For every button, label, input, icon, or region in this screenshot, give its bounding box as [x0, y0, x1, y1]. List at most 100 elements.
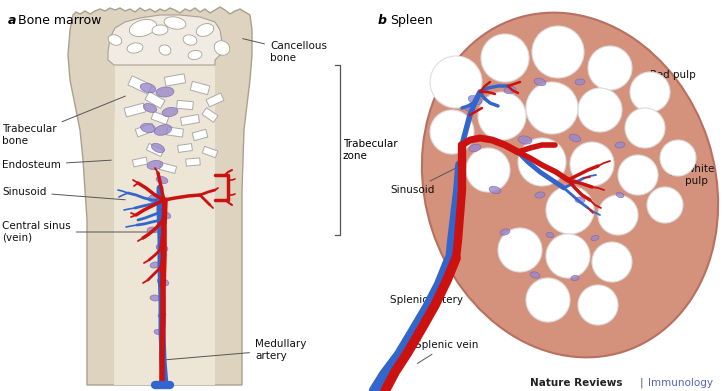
Polygon shape	[160, 163, 177, 174]
Text: Sinusoid: Sinusoid	[390, 166, 460, 195]
Ellipse shape	[159, 45, 171, 55]
Ellipse shape	[571, 276, 579, 280]
Text: Nature Reviews: Nature Reviews	[530, 378, 623, 388]
Circle shape	[481, 34, 529, 82]
Text: Cancellous
bone: Cancellous bone	[243, 39, 327, 63]
Ellipse shape	[144, 104, 157, 113]
Circle shape	[430, 56, 482, 108]
Circle shape	[647, 187, 683, 223]
Polygon shape	[167, 127, 183, 137]
Ellipse shape	[569, 134, 581, 142]
Ellipse shape	[504, 86, 516, 93]
Polygon shape	[151, 111, 169, 124]
Polygon shape	[190, 81, 210, 95]
Ellipse shape	[156, 244, 168, 252]
Polygon shape	[202, 108, 218, 122]
Text: White
pulp: White pulp	[671, 164, 716, 186]
Circle shape	[466, 148, 510, 192]
Circle shape	[598, 195, 638, 235]
Text: Bone marrow: Bone marrow	[18, 14, 102, 27]
Polygon shape	[146, 143, 164, 156]
Polygon shape	[124, 103, 146, 117]
Ellipse shape	[157, 278, 169, 286]
Circle shape	[660, 140, 696, 176]
Text: Medullary
artery: Medullary artery	[166, 339, 307, 361]
Ellipse shape	[188, 50, 202, 59]
Ellipse shape	[148, 194, 162, 202]
Circle shape	[570, 142, 614, 186]
Ellipse shape	[158, 312, 166, 317]
Circle shape	[578, 88, 622, 132]
Circle shape	[578, 285, 618, 325]
Ellipse shape	[500, 229, 510, 235]
Circle shape	[498, 228, 542, 272]
Polygon shape	[145, 91, 165, 108]
Ellipse shape	[535, 192, 545, 198]
Ellipse shape	[154, 125, 172, 135]
Ellipse shape	[534, 78, 546, 86]
Circle shape	[625, 108, 665, 148]
Polygon shape	[186, 158, 200, 166]
Ellipse shape	[215, 41, 230, 55]
Text: Central sinus
(vein): Central sinus (vein)	[2, 221, 157, 243]
Ellipse shape	[489, 186, 501, 194]
Ellipse shape	[154, 330, 162, 335]
Polygon shape	[114, 48, 215, 385]
Ellipse shape	[183, 35, 197, 45]
Ellipse shape	[156, 87, 174, 97]
Text: Splenic vein: Splenic vein	[415, 340, 479, 364]
Ellipse shape	[469, 144, 481, 152]
Ellipse shape	[108, 35, 122, 45]
Circle shape	[546, 234, 590, 278]
Text: Trabecular
bone: Trabecular bone	[2, 96, 125, 146]
Ellipse shape	[591, 235, 599, 241]
Circle shape	[630, 72, 670, 112]
Circle shape	[588, 46, 632, 90]
Text: Red pulp: Red pulp	[637, 70, 696, 94]
Ellipse shape	[140, 83, 156, 93]
Ellipse shape	[616, 192, 624, 198]
Circle shape	[526, 278, 570, 322]
Polygon shape	[165, 74, 186, 86]
Polygon shape	[177, 100, 194, 110]
Polygon shape	[181, 115, 199, 126]
Ellipse shape	[127, 43, 143, 53]
Polygon shape	[108, 15, 222, 65]
Polygon shape	[202, 146, 217, 158]
Ellipse shape	[156, 176, 168, 184]
Text: Sinusoid: Sinusoid	[2, 187, 125, 200]
Circle shape	[526, 82, 578, 134]
Ellipse shape	[147, 160, 163, 170]
Ellipse shape	[546, 232, 554, 238]
Polygon shape	[206, 93, 224, 107]
Ellipse shape	[530, 272, 540, 278]
Circle shape	[478, 92, 526, 140]
Text: |: |	[640, 378, 644, 389]
Ellipse shape	[162, 108, 178, 117]
Circle shape	[618, 155, 658, 195]
Ellipse shape	[575, 79, 585, 85]
Ellipse shape	[422, 13, 718, 357]
Text: Splenic artery: Splenic artery	[390, 295, 463, 305]
Text: b: b	[378, 14, 387, 27]
Polygon shape	[68, 7, 252, 385]
Polygon shape	[128, 76, 152, 94]
Circle shape	[546, 186, 594, 234]
Ellipse shape	[150, 262, 160, 268]
Ellipse shape	[164, 17, 186, 29]
Ellipse shape	[160, 211, 171, 219]
Ellipse shape	[575, 197, 585, 203]
Ellipse shape	[150, 295, 160, 301]
Ellipse shape	[465, 105, 475, 111]
Text: Spleen: Spleen	[390, 14, 433, 27]
Text: Trabecular
zone: Trabecular zone	[343, 139, 397, 161]
Polygon shape	[192, 129, 208, 141]
Text: Endosteum: Endosteum	[2, 160, 111, 170]
Circle shape	[518, 138, 566, 186]
Polygon shape	[135, 123, 155, 137]
Ellipse shape	[152, 25, 168, 35]
Text: a: a	[8, 14, 17, 27]
Circle shape	[430, 110, 474, 154]
Ellipse shape	[152, 143, 165, 152]
Text: Immunology: Immunology	[648, 378, 713, 388]
